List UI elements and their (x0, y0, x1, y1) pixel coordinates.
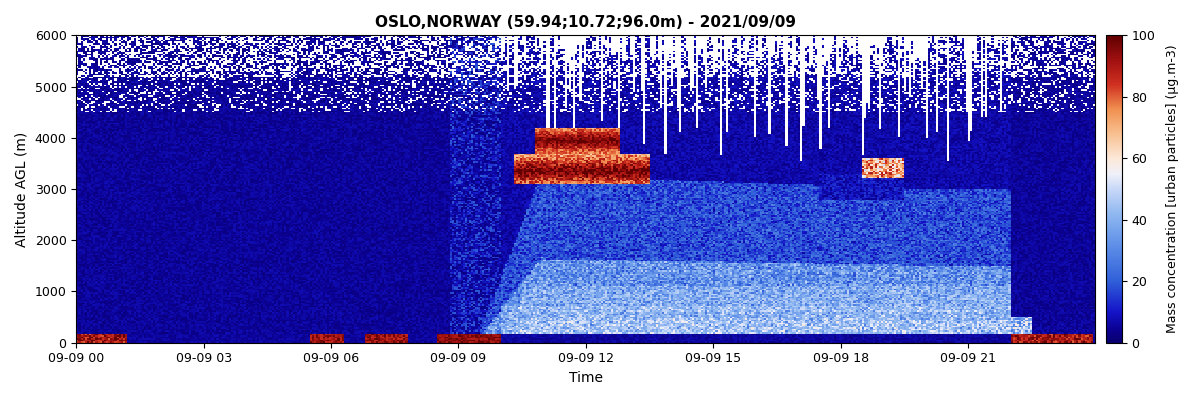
X-axis label: Time: Time (569, 371, 602, 385)
Y-axis label: Mass concentration [urban particles] (µg.m-3): Mass concentration [urban particles] (µg… (1166, 45, 1180, 333)
Y-axis label: Altitude AGL (m): Altitude AGL (m) (14, 132, 29, 247)
Title: OSLO,NORWAY (59.94;10.72;96.0m) - 2021/09/09: OSLO,NORWAY (59.94;10.72;96.0m) - 2021/0… (376, 15, 797, 30)
